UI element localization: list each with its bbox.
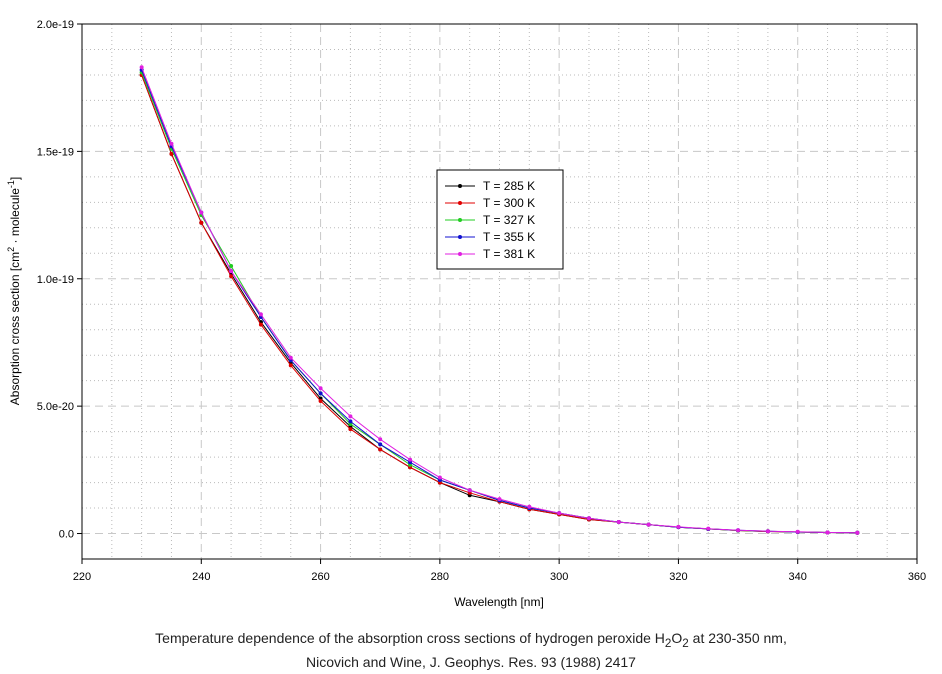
x-tick-label: 240 [192,571,210,583]
y-axis: 0.0 5.0e-20 1.0e-19 1.5e-19 2.0e-19 [37,19,82,541]
y-tick-label: 1.0e-19 [37,274,74,286]
data-point [408,457,413,462]
x-tick-label: 320 [669,571,687,583]
x-tick-label: 220 [73,571,91,583]
legend-label: T = 285 K [483,179,535,193]
y-tick-label: 0.0 [59,529,74,541]
x-tick-label: 360 [908,571,926,583]
chart: 220 240 260 280 300 320 340 360 0.0 5.0e-20 1.0e-… [6,19,926,609]
legend-label: T = 381 K [483,247,535,261]
data-point [318,386,323,391]
legend-entry: T = 300 K [445,196,535,210]
data-point [497,497,502,502]
data-point [706,526,711,531]
legend-swatch-marker [458,252,462,256]
legend-label: T = 327 K [483,213,535,227]
data-point [795,529,800,534]
data-point [258,312,263,317]
data-point [288,355,293,360]
legend-entry: T = 285 K [445,179,535,193]
data-point [437,475,442,480]
legend-swatch-marker [458,218,462,222]
data-point [348,427,353,432]
data-point [676,524,681,529]
y-axis-label: Absorption cross section [cm2 · molecule… [6,177,22,405]
data-point [258,322,263,327]
x-tick-label: 340 [789,571,807,583]
legend: T = 285 K T = 300 K T = 327 K T = 355 K T = … [436,169,564,270]
data-point [229,269,234,274]
data-point [586,516,591,521]
y-tick-label: 2.0e-19 [37,19,74,31]
plot-area [82,24,917,559]
data-point [616,520,621,525]
data-point [378,437,383,442]
legend-label: T = 355 K [483,230,535,244]
series-5 [139,65,860,535]
data-point [825,530,830,535]
x-tick-label: 280 [431,571,449,583]
data-point [765,529,770,534]
data-point [855,530,860,535]
data-point [318,391,323,396]
caption-line-2: Nicovich and Wine, J. Geophys. Res. 93 (… [306,654,636,670]
data-point [378,447,383,452]
caption-line-1: Temperature dependence of the absorption… [155,630,787,650]
data-point [139,65,144,70]
data-point [288,363,293,368]
data-point [557,511,562,516]
x-axis: 220 240 260 280 300 320 340 360 [73,559,926,583]
x-axis-label: Wavelength [nm] [454,595,544,609]
y-tick-label: 5.0e-20 [37,401,74,413]
data-point [348,414,353,419]
x-tick-label: 300 [550,571,568,583]
data-point [348,419,353,424]
data-point [169,141,174,146]
legend-swatch-marker [458,201,462,205]
data-point [646,522,651,527]
data-point [199,210,204,215]
major-grid [82,24,917,559]
data-point [199,220,204,225]
series-group [139,65,860,535]
data-point [229,274,234,279]
plot-frame [81,23,918,560]
data-point [169,151,174,156]
legend-entry: T = 327 K [445,213,535,227]
data-point [527,504,532,509]
y-tick-label: 1.5e-19 [37,146,74,158]
legend-swatch-marker [458,184,462,188]
legend-entry: T = 355 K [445,230,535,244]
legend-entry: T = 381 K [445,247,535,261]
data-point [467,488,472,493]
legend-swatch-marker [458,235,462,239]
legend-label: T = 300 K [483,196,535,210]
data-point [318,399,323,404]
x-tick-label: 260 [311,571,329,583]
data-point [378,442,383,447]
data-point [736,528,741,533]
data-point [229,264,234,269]
